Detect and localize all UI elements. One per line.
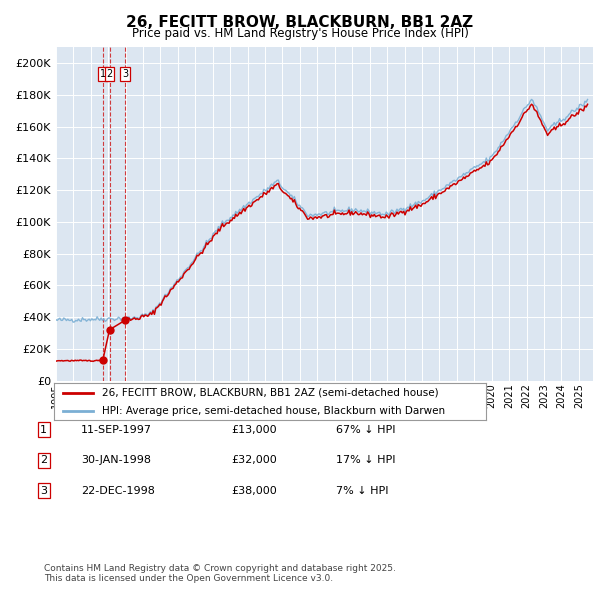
Text: 1: 1 xyxy=(100,69,106,79)
Text: 67% ↓ HPI: 67% ↓ HPI xyxy=(336,425,395,434)
Text: 17% ↓ HPI: 17% ↓ HPI xyxy=(336,455,395,465)
Text: £38,000: £38,000 xyxy=(231,486,277,496)
Text: 26, FECITT BROW, BLACKBURN, BB1 2AZ (semi-detached house): 26, FECITT BROW, BLACKBURN, BB1 2AZ (sem… xyxy=(101,388,438,398)
Text: Price paid vs. HM Land Registry's House Price Index (HPI): Price paid vs. HM Land Registry's House … xyxy=(131,27,469,40)
Text: 2: 2 xyxy=(106,69,113,79)
Text: 30-JAN-1998: 30-JAN-1998 xyxy=(81,455,151,465)
Text: Contains HM Land Registry data © Crown copyright and database right 2025.
This d: Contains HM Land Registry data © Crown c… xyxy=(44,563,395,583)
Text: 11-SEP-1997: 11-SEP-1997 xyxy=(81,425,152,434)
Text: 26, FECITT BROW, BLACKBURN, BB1 2AZ: 26, FECITT BROW, BLACKBURN, BB1 2AZ xyxy=(127,15,473,30)
Text: 7% ↓ HPI: 7% ↓ HPI xyxy=(336,486,389,496)
Text: 1: 1 xyxy=(40,425,47,434)
Text: £13,000: £13,000 xyxy=(231,425,277,434)
Text: HPI: Average price, semi-detached house, Blackburn with Darwen: HPI: Average price, semi-detached house,… xyxy=(101,406,445,416)
Text: 2: 2 xyxy=(40,455,47,465)
Text: £32,000: £32,000 xyxy=(231,455,277,465)
Text: 22-DEC-1998: 22-DEC-1998 xyxy=(81,486,155,496)
Text: 3: 3 xyxy=(122,69,128,79)
Text: 3: 3 xyxy=(40,486,47,496)
